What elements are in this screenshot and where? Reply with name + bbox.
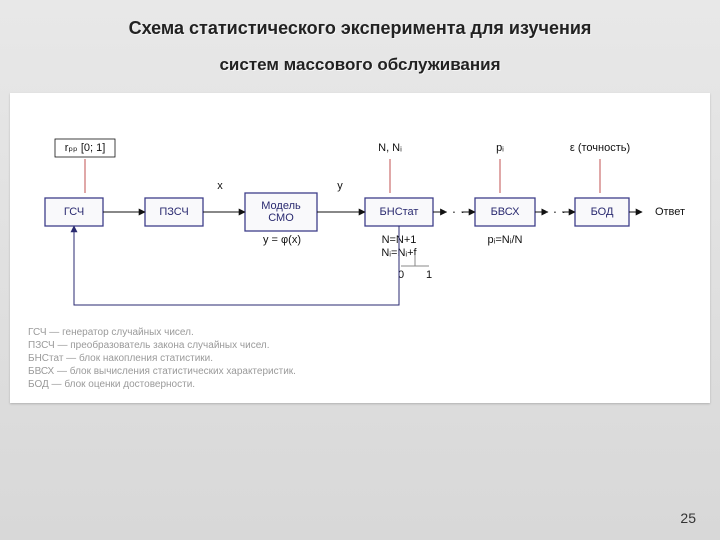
- edge-label: x: [217, 180, 223, 192]
- output-label: Ответ: [655, 206, 685, 218]
- node-label: БОД: [591, 206, 614, 218]
- probe-label: pᵢ: [496, 142, 504, 154]
- legend-line: БНСтат — блок накопления статистики.: [28, 352, 296, 365]
- ellipsis: · · ·: [544, 203, 566, 219]
- diagram-canvas: ГСЧ ПЗСЧ МодельСМО БНСтат БВСХ БОД · · · · · · О…: [10, 93, 710, 403]
- subscript-label: pᵢ=Nᵢ/N: [488, 234, 523, 246]
- ellipsis: · · ·: [443, 203, 465, 219]
- legend-line: БВСХ — блок вычисления статистических ха…: [28, 365, 296, 378]
- probe-label: N, Nᵢ: [378, 142, 402, 154]
- feedback-loop: [74, 226, 399, 305]
- node-label: БВСХ: [491, 206, 521, 218]
- legend-line: БОД — блок оценки достоверности.: [28, 378, 296, 391]
- subscript-label: y = φ(x): [263, 234, 301, 246]
- legend-line: ГСЧ — генератор случайных чисел.: [28, 326, 296, 339]
- page-number: 25: [680, 510, 696, 526]
- legend-block: ГСЧ — генератор случайных чисел.ПЗСЧ — п…: [28, 326, 296, 391]
- probe-label: rₚₚ [0; 1]: [65, 142, 106, 154]
- node-label: СМО: [268, 212, 294, 224]
- edge-label: y: [337, 180, 343, 192]
- legend-line: ПЗСЧ — преобразователь закона случайных …: [28, 339, 296, 352]
- node-label: БНСтат: [380, 206, 419, 218]
- branch-label: 1: [426, 269, 432, 281]
- node-label: ГСЧ: [64, 206, 84, 218]
- node-label: Модель: [261, 200, 301, 212]
- slide-title: Схема статистического эксперимента для и…: [0, 0, 720, 45]
- slide-subtitle: систем массового обслуживания: [0, 45, 720, 93]
- probe-label: ε (точность): [570, 142, 630, 154]
- node-label: ПЗСЧ: [159, 206, 188, 218]
